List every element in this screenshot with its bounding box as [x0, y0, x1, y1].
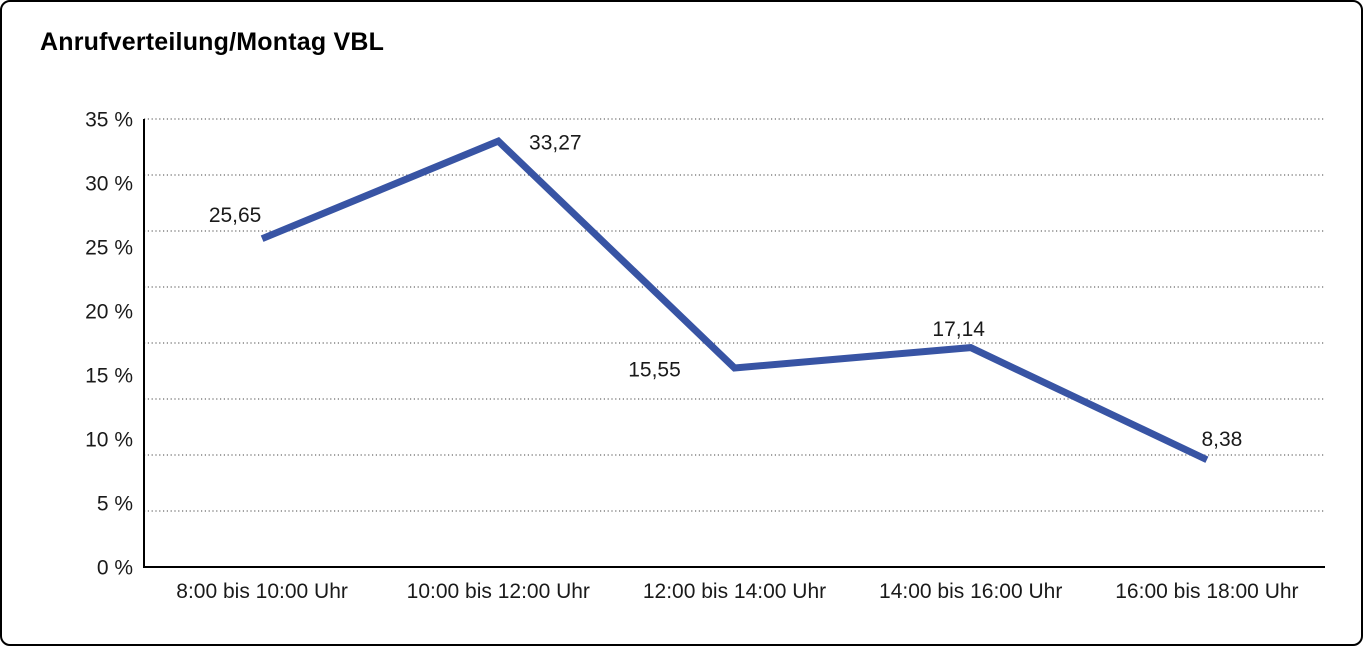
y-tick-label: 10 %: [85, 429, 133, 452]
chart-title: Anrufverteilung/Montag VBL: [40, 28, 385, 56]
x-tick-label: 8:00 bis 10:00 Uhr: [176, 580, 348, 603]
data-point-label: 15,55: [628, 358, 681, 381]
x-tick-label: 12:00 bis 14:00 Uhr: [643, 580, 826, 603]
x-tick-label: 16:00 bis 18:00 Uhr: [1115, 580, 1298, 603]
data-point-label: 33,27: [529, 132, 582, 155]
data-point-label: 8,38: [1201, 428, 1242, 451]
y-tick-label: 25 %: [85, 237, 133, 260]
x-tick-label: 14:00 bis 16:00 Uhr: [879, 580, 1062, 603]
y-tick-label: 20 %: [85, 301, 133, 324]
data-point-label: 25,65: [209, 204, 262, 227]
y-tick-label: 35 %: [85, 109, 133, 132]
x-tick-label: 10:00 bis 12:00 Uhr: [407, 580, 590, 603]
y-tick-label: 15 %: [85, 365, 133, 388]
y-tick-label: 0 %: [97, 557, 133, 580]
y-tick-label: 30 %: [85, 173, 133, 196]
data-point-label: 17,14: [932, 318, 985, 341]
series-line: [260, 137, 1209, 463]
y-tick-label: 5 %: [97, 493, 133, 516]
